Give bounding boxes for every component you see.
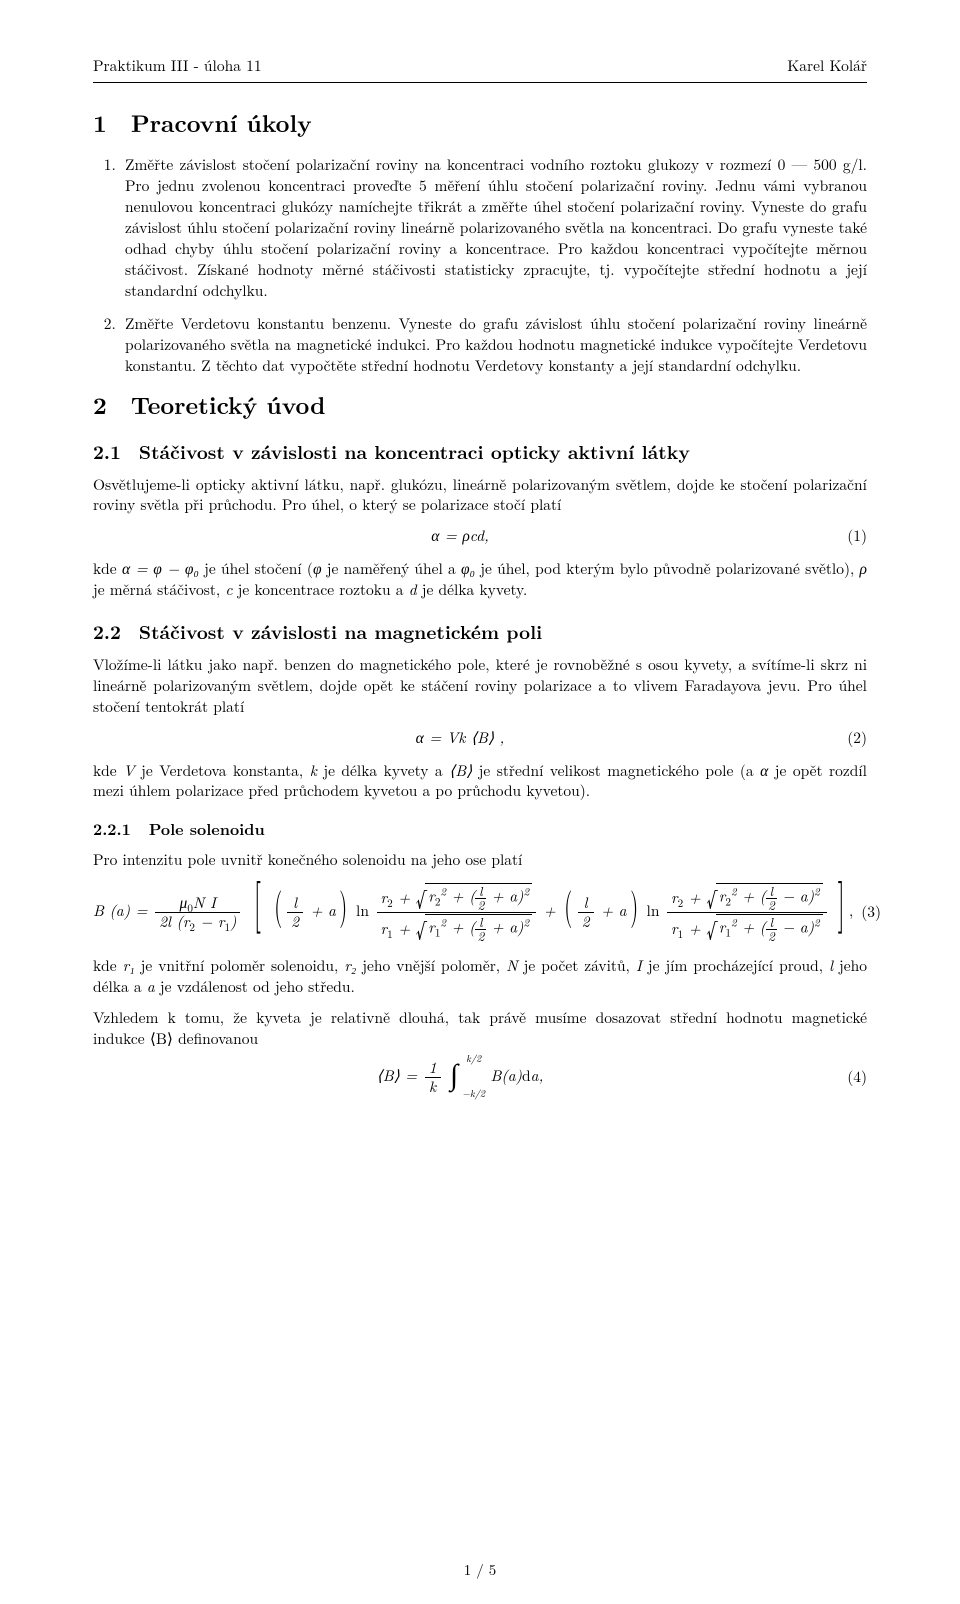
equation-4: ⟨B⟩ = 1k ∫ k/2 −k/2 B(a)da, (4) xyxy=(93,1060,867,1096)
subsection-2-1-heading: 2.1 Stáčivost v závislosti na koncentraci… xyxy=(93,439,867,465)
equation-3-rhs: [ (l2 + a) ln r2 + √r22 + (l2 + a)2 r1 +… xyxy=(250,883,853,943)
section-1-heading: 1 Pracovní úkoly xyxy=(93,107,867,139)
subsection-2-2-number: 2.2 xyxy=(93,617,121,645)
paragraph: Vzhledem k tomu, že kyveta je relativně … xyxy=(93,1008,867,1050)
section-1-title: Pracovní úkoly xyxy=(131,106,312,140)
subsubsection-2-2-1-number: 2.2.1 xyxy=(93,817,131,840)
subsection-2-1-title: Stáčivost v závislosti na koncentraci op… xyxy=(139,437,690,465)
section-2-title: Teoretický úvod xyxy=(131,388,326,422)
equation-4-body: ⟨B⟩ = 1k ∫ k/2 −k/2 B(a)da, xyxy=(93,1060,827,1096)
equation-1-body: α = ρcd, xyxy=(93,526,827,547)
page-header: Praktikum III - úloha 11 Karel Kolář xyxy=(93,56,867,77)
section-1-number: 1 xyxy=(93,106,107,140)
equation-1-number: (1) xyxy=(827,526,867,547)
paragraph: Osvětlujeme-li opticky aktivní látku, na… xyxy=(93,475,867,517)
subsection-2-2-title: Stáčivost v závislosti na magnetickém po… xyxy=(139,617,542,645)
subsubsection-2-2-1-heading: 2.2.1 Pole solenoidu xyxy=(93,818,867,840)
task-list: Změřte závislost stočení polarizační rov… xyxy=(93,155,867,376)
subsubsection-2-2-1-title: Pole solenoidu xyxy=(149,817,265,840)
header-left: Praktikum III - úloha 11 xyxy=(93,56,262,77)
paragraph: kde r₁ je vnitřní poloměr solenoidu, r₂ … xyxy=(93,956,867,998)
equation-2-number: (2) xyxy=(827,728,867,749)
equation-3-lhs: B (a) = μ0N I 2l (r2 − r1) xyxy=(93,895,242,931)
subsection-2-1-number: 2.1 xyxy=(93,437,121,465)
equation-3-number: (3) xyxy=(861,902,881,923)
equation-3: B (a) = μ0N I 2l (r2 − r1) [ (l2 + a) ln… xyxy=(93,883,867,943)
section-2-number: 2 xyxy=(93,388,107,422)
header-rule xyxy=(93,82,867,83)
equation-4-number: (4) xyxy=(827,1067,867,1088)
header-right: Karel Kolář xyxy=(787,56,867,77)
paragraph: Pro intenzitu pole uvnitř konečného sole… xyxy=(93,850,867,871)
paragraph: kde α = φ − φ₀ je úhel stočení (φ je nam… xyxy=(93,559,867,601)
equation-2-body: α = Vk ⟨B⟩ , xyxy=(93,728,827,749)
subsection-2-2-heading: 2.2 Stáčivost v závislosti na magnetickém… xyxy=(93,619,867,645)
paragraph: Vložíme-li látku jako např. benzen do ma… xyxy=(93,655,867,718)
equation-2: α = Vk ⟨B⟩ , (2) xyxy=(93,728,867,749)
paragraph: kde V je Verdetova konstanta, k je délka… xyxy=(93,761,867,803)
equation-1: α = ρcd, (1) xyxy=(93,526,867,547)
page-footer: 1 / 5 xyxy=(0,1560,960,1580)
task-item: Změřte závislost stočení polarizační rov… xyxy=(121,155,867,301)
task-item: Změřte Verdetovu konstantu benzenu. Vyne… xyxy=(121,314,867,377)
section-2-heading: 2 Teoretický úvod xyxy=(93,389,867,421)
